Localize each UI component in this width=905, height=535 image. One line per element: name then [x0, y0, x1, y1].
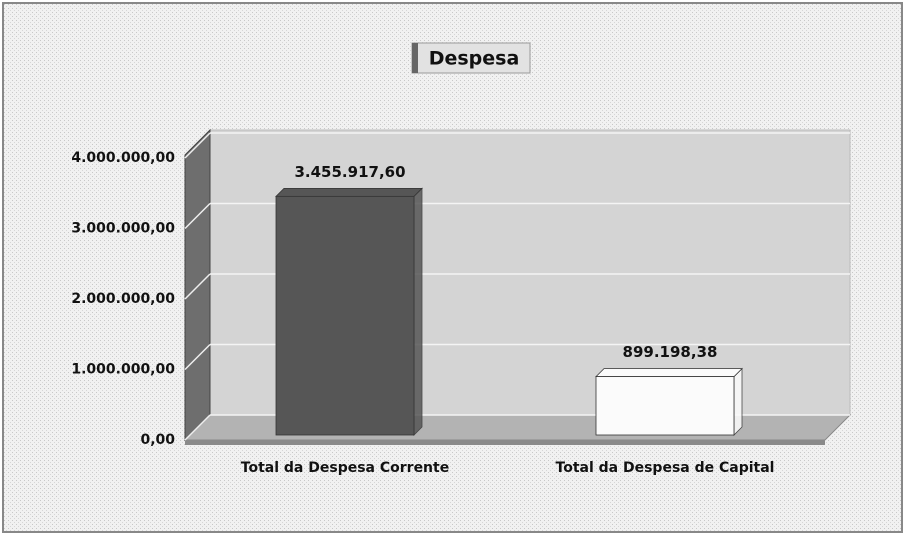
floor-edge — [185, 440, 825, 445]
y-tick-label: 0,00 — [140, 432, 175, 448]
value-label: 3.455.917,60 — [294, 163, 405, 181]
title-box — [411, 42, 531, 74]
grid-line-side — [184, 414, 211, 441]
x-tick-label: Total da Despesa Corrente — [241, 460, 449, 476]
y-tick-label: 3.000.000,00 — [71, 221, 175, 237]
value-label: 899.198,38 — [623, 343, 718, 361]
grid-line-side — [184, 273, 211, 300]
title-box-edge — [412, 43, 418, 73]
grid-line-side — [184, 132, 211, 159]
bar-top — [275, 187, 423, 197]
grid-line-side — [184, 202, 211, 230]
y-tick-label: 2.000.000,00 — [71, 291, 175, 307]
left-wall — [184, 128, 211, 442]
bar-side — [413, 187, 423, 436]
chart-title: Despesa — [429, 48, 520, 70]
bar — [275, 195, 415, 436]
bar-side — [733, 367, 743, 436]
grid-line-side — [184, 343, 211, 371]
y-tick-label: 4.000.000,00 — [71, 150, 175, 166]
bar-top — [595, 368, 743, 378]
x-tick-label: Total da Despesa de Capital — [556, 460, 775, 476]
bar — [595, 376, 735, 436]
y-tick-label: 1.000.000,00 — [71, 362, 175, 378]
